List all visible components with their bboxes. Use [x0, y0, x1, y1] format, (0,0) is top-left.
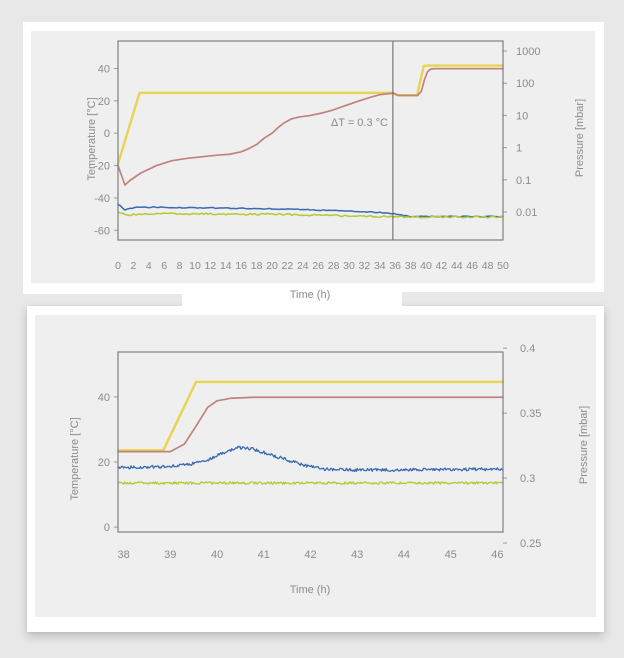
x-tick-label: 18 [251, 260, 263, 272]
x-tick-label: 32 [359, 260, 371, 272]
x-tick-label: 0 [115, 260, 121, 272]
product-temperature-line [117, 67, 504, 186]
top-screenshot-card: 0 2 4 6 8 10 12 14 16 18 20 22 24 26 28 30 32 34 36 38 40 42 4… [23, 22, 604, 314]
x-tick-label: 6 [161, 260, 167, 272]
pressure-sensor-1-line [117, 445, 504, 473]
x-tick-label: 2 [130, 260, 136, 272]
x-tick-label: 45 [445, 549, 457, 561]
x-tick-label: 28 [328, 260, 340, 272]
x-tick-label: 42 [436, 260, 448, 272]
right-axis-tick-label: 100 [516, 78, 534, 90]
x-tick-label: 26 [312, 260, 324, 272]
left-axis-tick-label: -40 [94, 193, 110, 205]
x-tick-label: 20 [266, 260, 278, 272]
x-tick-label: 43 [351, 549, 363, 561]
right-axis-tick-label: 0.25 [520, 538, 541, 550]
x-tick-label: 8 [177, 260, 183, 272]
top-chart-panel [31, 31, 595, 283]
x-tick-label: 38 [117, 549, 129, 561]
bottom-left-axis-title: Temperature [°C] [69, 417, 81, 501]
x-tick-label: 42 [304, 549, 316, 561]
x-tick-label: 22 [282, 260, 294, 272]
x-tick-label: 48 [482, 260, 494, 272]
top-right-axis-title: Pressure [mbar] [574, 98, 586, 178]
bottom-xaxis-title: Time (h) [289, 584, 331, 596]
x-tick-label: 50 [497, 260, 509, 272]
left-axis-tick-label: 20 [98, 96, 110, 108]
x-tick-label: 10 [189, 260, 201, 272]
x-tick-label: 46 [491, 549, 503, 561]
bottom-right-axis-title: Pressure [mbar] [578, 405, 590, 485]
pressure-sensor-2-line [117, 211, 504, 219]
product-temperature-line [117, 396, 504, 453]
set-temperature-line [116, 380, 505, 452]
right-axis-tick-label: 0.1 [516, 175, 531, 187]
x-tick-label: 14 [220, 260, 232, 272]
right-axis-tick-label: 10 [516, 110, 528, 122]
x-tick-label: 4 [146, 260, 152, 272]
x-tick-label: 39 [164, 549, 176, 561]
delta-t-annotation: ΔT = 0.3 °C [330, 117, 388, 129]
overview-chart: 0 2 4 6 8 10 12 14 16 18 20 22 24 26 28 30 32 34 36 38 40 42 4… [94, 40, 540, 272]
pressure-sensor-2-line [117, 481, 504, 485]
x-tick-label: 41 [258, 549, 270, 561]
plot-border [117, 351, 504, 533]
x-tick-label: 16 [235, 260, 247, 272]
x-tick-label: 40 [211, 549, 223, 561]
top-xaxis-title: Time (h) [289, 289, 331, 301]
right-axis-tick-label: 1000 [516, 46, 540, 58]
left-axis-tick-label: 0 [104, 128, 110, 140]
x-tick-label: 12 [205, 260, 217, 272]
right-axis-tick-label: 1 [516, 143, 522, 155]
top-left-axis-title: Temperature [°C] [86, 97, 98, 181]
zoom-chart: 38 39 40 41 42 43 44 45 46 40 20 0 0.4 0.35 0.3 0.25 [98, 343, 542, 561]
right-axis-tick-label: 0.3 [520, 473, 535, 485]
x-tick-label: 38 [405, 260, 417, 272]
x-tick-label: 24 [297, 260, 309, 272]
right-axis-tick-label: 0.35 [520, 408, 541, 420]
right-axis-tick-label: 0.4 [520, 343, 535, 355]
right-axis-tick-label: 0.01 [516, 207, 537, 219]
left-axis-tick-label: 40 [98, 392, 110, 404]
x-tick-label: 30 [343, 260, 355, 272]
plot-border [117, 40, 504, 241]
x-tick-label: 44 [398, 549, 410, 561]
x-tick-label: 34 [374, 260, 386, 272]
left-axis-tick-label: -20 [94, 161, 110, 173]
left-axis-tick-label: -60 [94, 225, 110, 237]
x-tick-label: 44 [451, 260, 463, 272]
left-axis-tick-label: 0 [104, 522, 110, 534]
x-tick-label: 40 [420, 260, 432, 272]
x-tick-label: 46 [466, 260, 478, 272]
left-axis-tick-label: 20 [98, 457, 110, 469]
bottom-screenshot-card: 38 39 40 41 42 43 44 45 46 40 20 0 0.4 0.35 0.3 0.25 [27, 306, 604, 632]
left-axis-tick-label: 40 [98, 64, 110, 76]
x-tick-label: 36 [389, 260, 401, 272]
